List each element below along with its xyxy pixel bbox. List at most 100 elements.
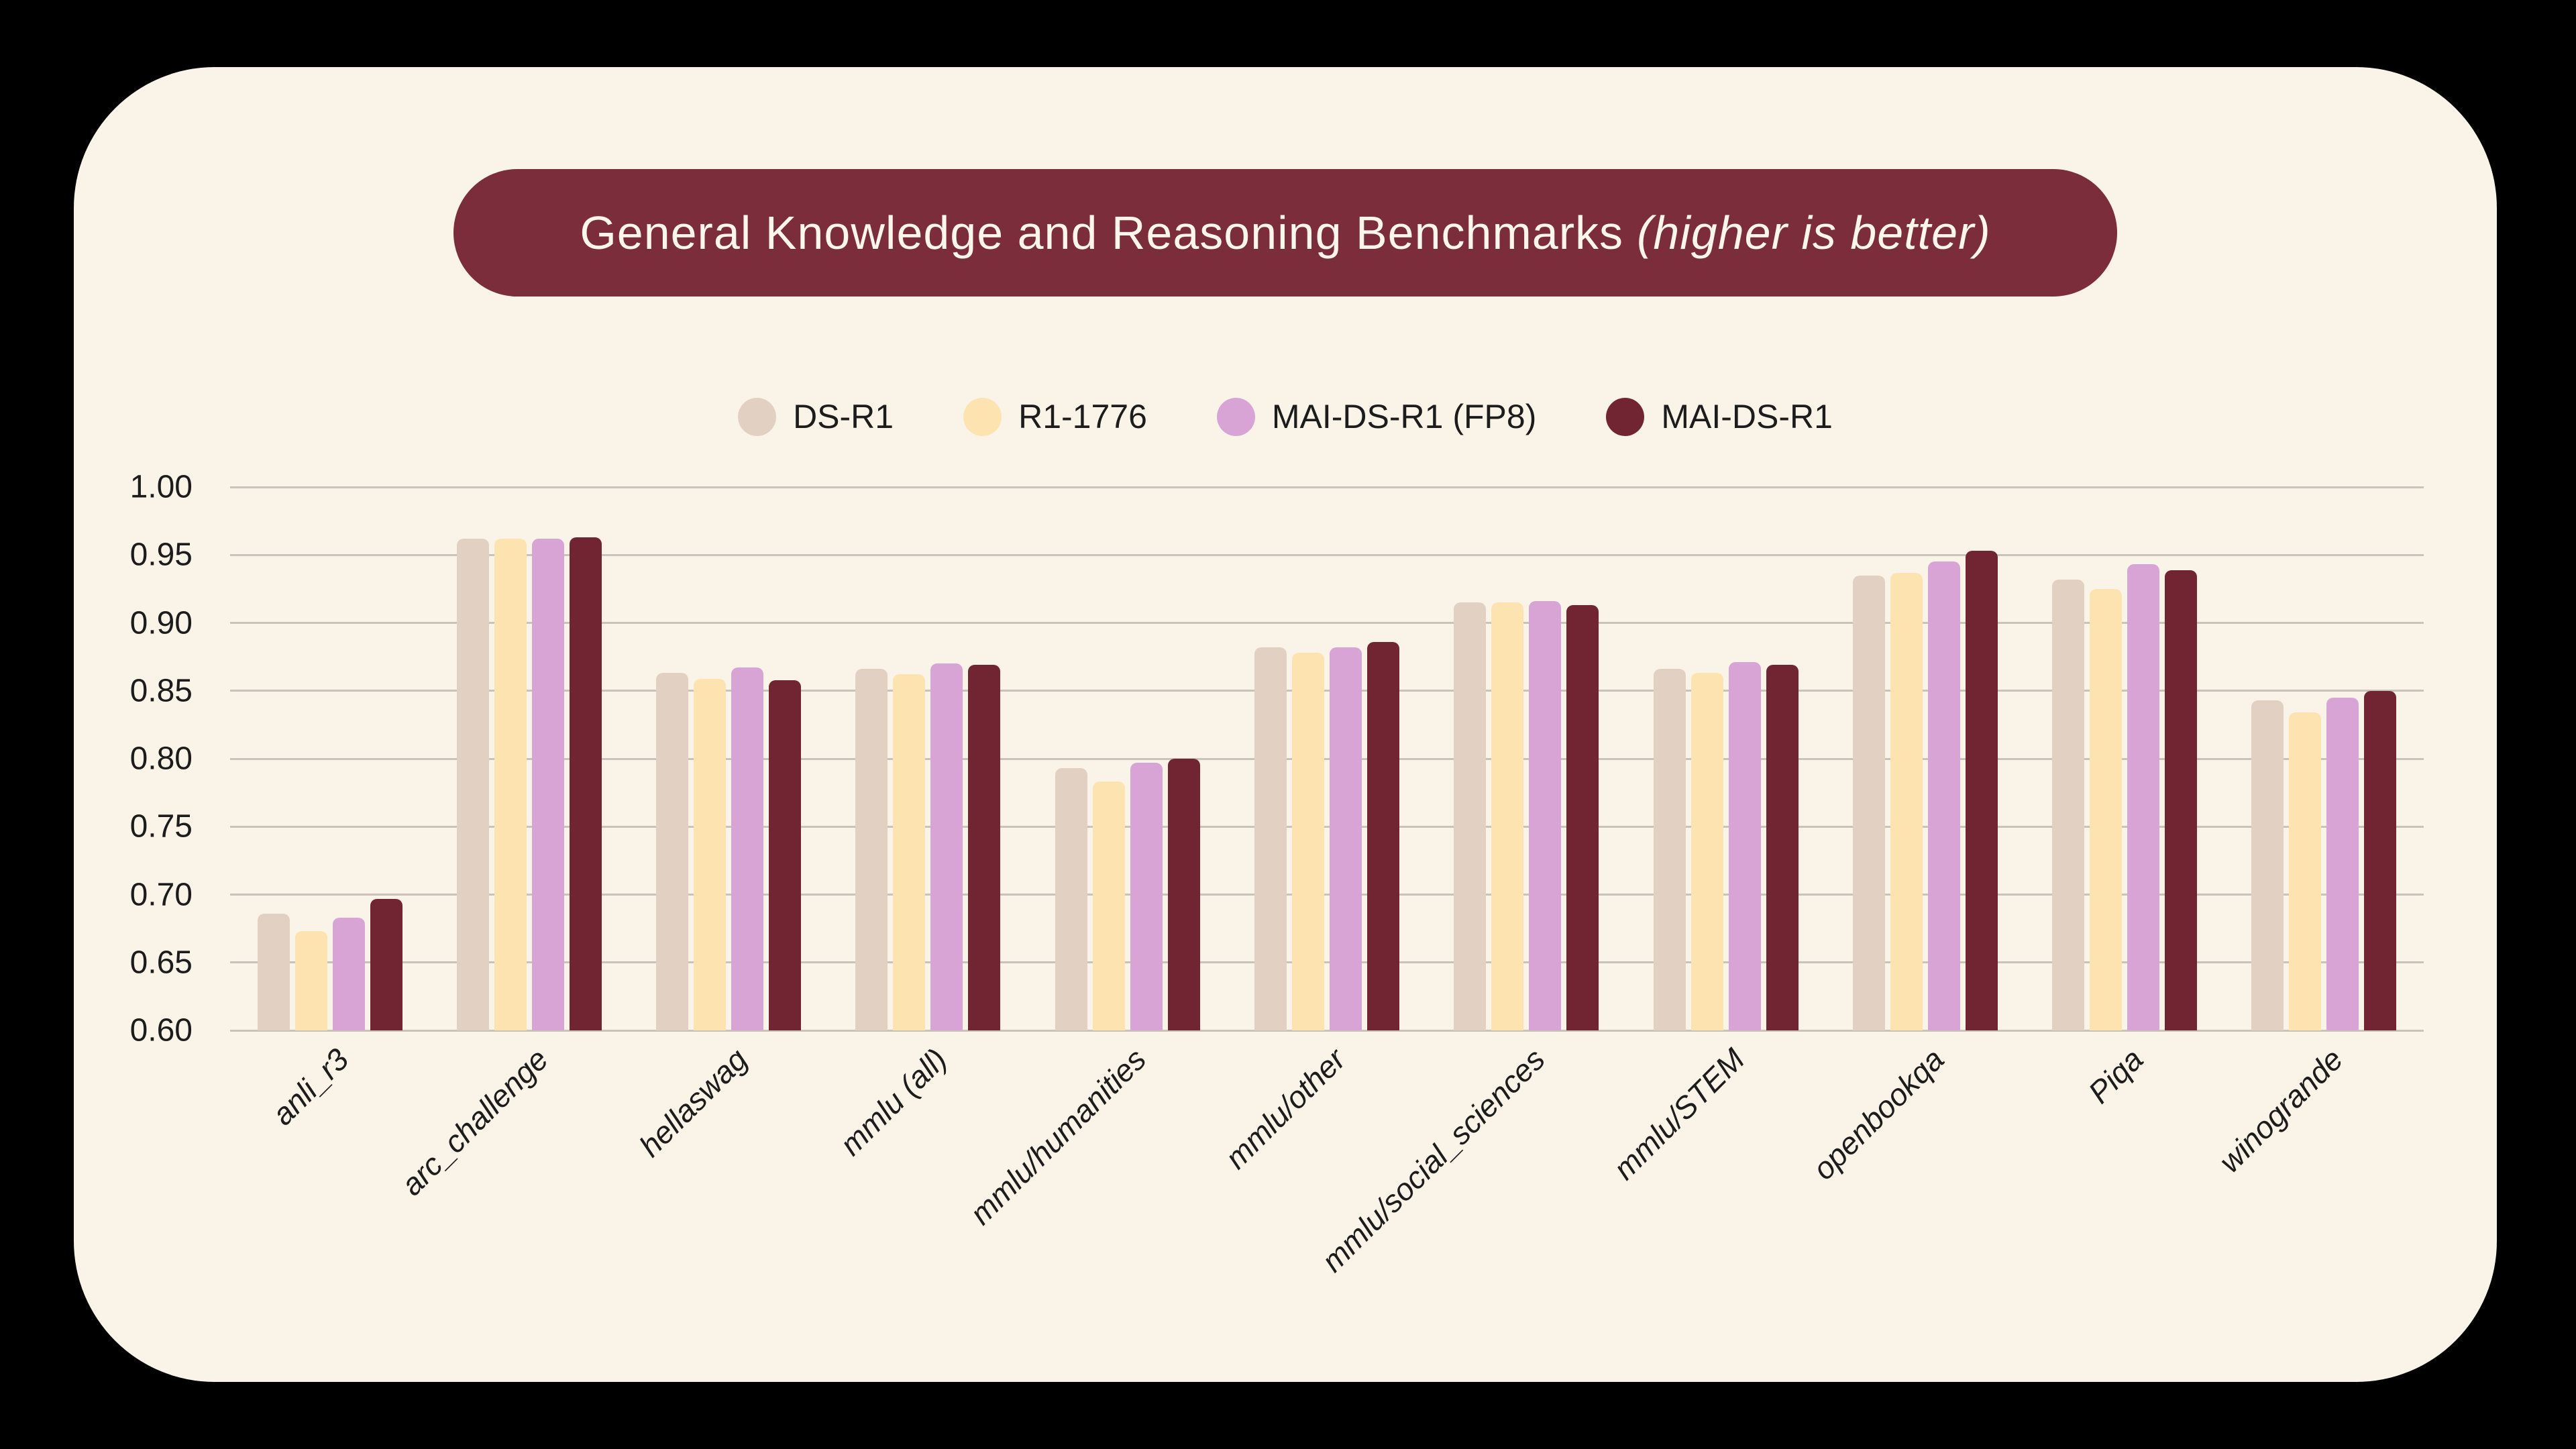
bar [2364,690,2397,1030]
bar [1653,669,1686,1030]
y-tick-label: 0.90 [129,605,193,641]
bar [1890,572,1923,1030]
bar [2326,697,2359,1030]
bar [1491,602,1524,1030]
legend-marker-dot-icon [963,397,1002,436]
bar [531,538,564,1030]
gridline [230,825,2424,828]
y-tick-label: 1.00 [129,469,193,505]
bar [1329,647,1362,1030]
y-tick-label: 0.80 [129,741,193,777]
bar [656,673,689,1030]
bar [1852,575,1885,1030]
bar-group [1227,487,1426,1030]
bar-group [629,487,828,1030]
title-pill: General Knowledge and Reasoning Benchmar… [453,169,2117,297]
bar [968,665,1001,1030]
legend-label: MAI-DS-R1 [1661,398,1833,435]
bar [1766,665,1799,1030]
bar [1254,647,1287,1030]
bar-group [2025,487,2224,1030]
x-tick-label: anli_r3 [264,1041,356,1132]
x-tick-label: mmlu/other [1218,1041,1352,1176]
bar [2090,588,2123,1030]
bar [1055,768,1087,1030]
chart-card: General Knowledge and Reasoning Benchmar… [74,67,2497,1382]
bar [2052,579,2085,1030]
plot-area [230,486,2424,1032]
bar-group [429,487,629,1030]
x-tick-label: mmlu/STEM [1606,1041,1752,1187]
legend-marker-dot-icon [1606,397,1645,436]
legend-marker-dot-icon [1216,397,1255,436]
legend-item-mai-ds-r1: MAI-DS-R1 [1606,397,1833,436]
gridline [230,690,2424,692]
bar [1927,561,1960,1030]
legend-marker-dot-icon [738,397,777,436]
bar [1566,605,1599,1030]
x-tick-label: winogrande [2211,1041,2349,1179]
legend: DS-R1 R1-1776 MAI-DS-R1 (FP8) MAI-DS-R1 [74,397,2497,436]
bar [769,680,802,1030]
bar [1366,641,1399,1030]
x-tick-label: hellaswag [632,1041,754,1164]
bar [1167,759,1200,1030]
legend-item-ds-r1: DS-R1 [738,397,894,436]
y-tick-label: 0.70 [129,877,193,912]
gridline [230,486,2424,488]
y-tick-label: 0.65 [129,945,193,981]
legend-label: R1-1776 [1018,398,1147,435]
bar [1092,782,1125,1030]
bar [332,917,365,1030]
bar [257,913,290,1030]
bar [1965,551,1998,1030]
x-tick-label: mmlu (all) [833,1041,953,1163]
bar [2289,712,2322,1030]
bar [1690,673,1723,1030]
y-axis-labels: 1.00 0.95 0.90 0.85 0.80 0.75 0.70 0.65 0.60 [74,470,211,1049]
gridline [230,961,2424,964]
x-tick-label: arc_challenge [394,1041,555,1203]
x-tick-label: openbookqa [1805,1041,1951,1187]
bar-group [1626,487,1825,1030]
bar [494,538,527,1030]
bar [456,538,489,1030]
bar [569,537,602,1030]
legend-label: MAI-DS-R1 (FP8) [1271,398,1537,435]
y-tick-label: 0.95 [129,537,193,573]
bar [2127,564,2160,1030]
bar-group [2224,487,2424,1030]
y-tick-label: 0.75 [129,808,193,845]
bar [294,931,327,1030]
bar-group [1427,487,1626,1030]
bar-group [230,487,429,1030]
chart-title: General Knowledge and Reasoning Benchmar… [580,207,1624,259]
bar [370,898,402,1030]
bar [731,667,764,1030]
gridline [230,894,2424,896]
x-tick-label: mmlu/social_sciences [1314,1041,1552,1279]
chart-title-suffix: (higher is better) [1637,207,1991,259]
bar [1529,601,1562,1030]
x-axis-labels: anli_r3 arc_challenge hellaswag mmlu (all) m… [230,1041,2424,1377]
gridline [230,553,2424,556]
legend-item-mai-ds-r1-fp8: MAI-DS-R1 (FP8) [1216,397,1537,436]
bar [930,663,963,1030]
bar [1130,763,1163,1030]
bar [2165,570,2198,1030]
x-tick-label: Piqa [2081,1041,2150,1110]
bar [893,674,926,1030]
bar [1454,602,1487,1030]
legend-item-r1-1776: R1-1776 [963,397,1147,436]
bar [2251,700,2284,1030]
bar [694,678,727,1030]
gridline [230,622,2424,624]
bar-group [1825,487,2025,1030]
bars-layer [230,487,2424,1030]
gridline [230,1029,2424,1032]
x-tick-label: mmlu/humanities [963,1041,1153,1232]
bar-group [1028,487,1227,1030]
legend-label: DS-R1 [793,398,894,435]
y-tick-label: 0.85 [129,673,193,709]
